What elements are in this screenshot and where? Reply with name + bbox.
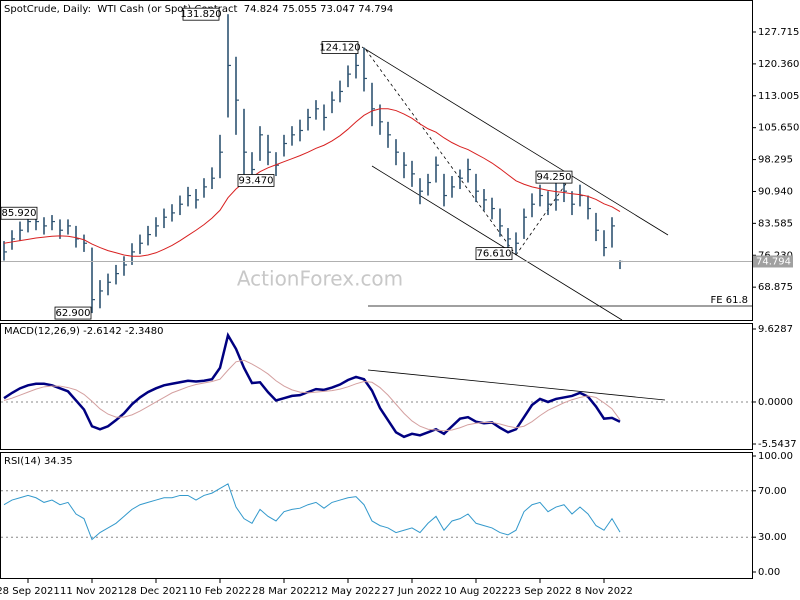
y-tick-label: -5.5437 [758,439,797,450]
trend-line [515,177,571,256]
y-tick-label: 68.875 [758,282,793,293]
x-tick-label: 10 Feb 2022 [189,586,251,597]
y-tick-label: 30.00 [758,532,787,543]
annotation-label: 62.900 [56,308,91,319]
rsi-title: RSI(14) 34.35 [4,456,73,467]
annotation-box [475,247,513,261]
x-tick-label: 23 Sep 2022 [508,586,571,597]
y-tick-label: 120.360 [758,59,799,70]
macd-title: MACD(12,26,9) -2.6142 -2.3480 [4,326,164,337]
last-price-label: 74.794 [756,256,791,267]
y-tick-label: 0.0000 [758,397,793,408]
x-tick-label: 8 Nov 2022 [575,586,633,597]
annotation-label: 85.920 [2,208,37,219]
y-tick-label: 98.295 [758,155,793,166]
annotation-label: 124.120 [319,43,360,54]
y-tick-label: 9.6287 [758,324,793,335]
y-tick-label: 90.940 [758,186,793,197]
y-tick-label: 100.00 [758,451,793,462]
last-price-box [753,255,793,268]
rsi-panel [0,452,753,579]
trend-line [361,46,669,236]
annotation-label: 76.610 [477,249,512,260]
fe-label: FE 61.8 [710,295,748,306]
y-tick-label: 113.005 [758,91,799,102]
annotation-box [237,174,275,187]
annotation-box [321,41,359,54]
watermark: ActionForex.com [237,267,403,291]
x-tick-label: 12 May 2022 [315,586,380,597]
y-tick-label: 105.650 [758,123,799,134]
y-tick-label: 83.585 [758,218,793,229]
x-tick-label: 10 Aug 2022 [444,586,508,597]
y-tick-label: 70.00 [758,486,787,497]
annotation-box [54,306,92,320]
annotation-box [535,170,573,184]
trend-line [367,369,666,401]
y-tick-label: 127.715 [758,27,799,38]
annotation-label: 94.250 [537,172,572,183]
x-tick-label: 11 Nov 2021 [60,586,124,597]
macd-panel [0,323,753,450]
series-line [3,359,621,432]
trend-line [365,49,517,256]
annotation-label: 131.820 [180,9,221,20]
moving-average [3,108,621,257]
x-tick-label: 28 Mar 2022 [252,586,315,597]
y-tick-label: 0.00 [758,567,780,578]
x-tick-label: 28 Dec 2021 [124,586,188,597]
series-line [3,483,621,541]
annotation-label: 93.470 [239,175,274,186]
annotation-box [182,7,220,21]
price-panel [0,0,753,321]
x-tick-label: 28 Sep 2021 [0,586,60,597]
annotation-box [0,206,38,220]
x-tick-label: 27 Jun 2022 [382,586,442,597]
trend-line [371,165,623,321]
